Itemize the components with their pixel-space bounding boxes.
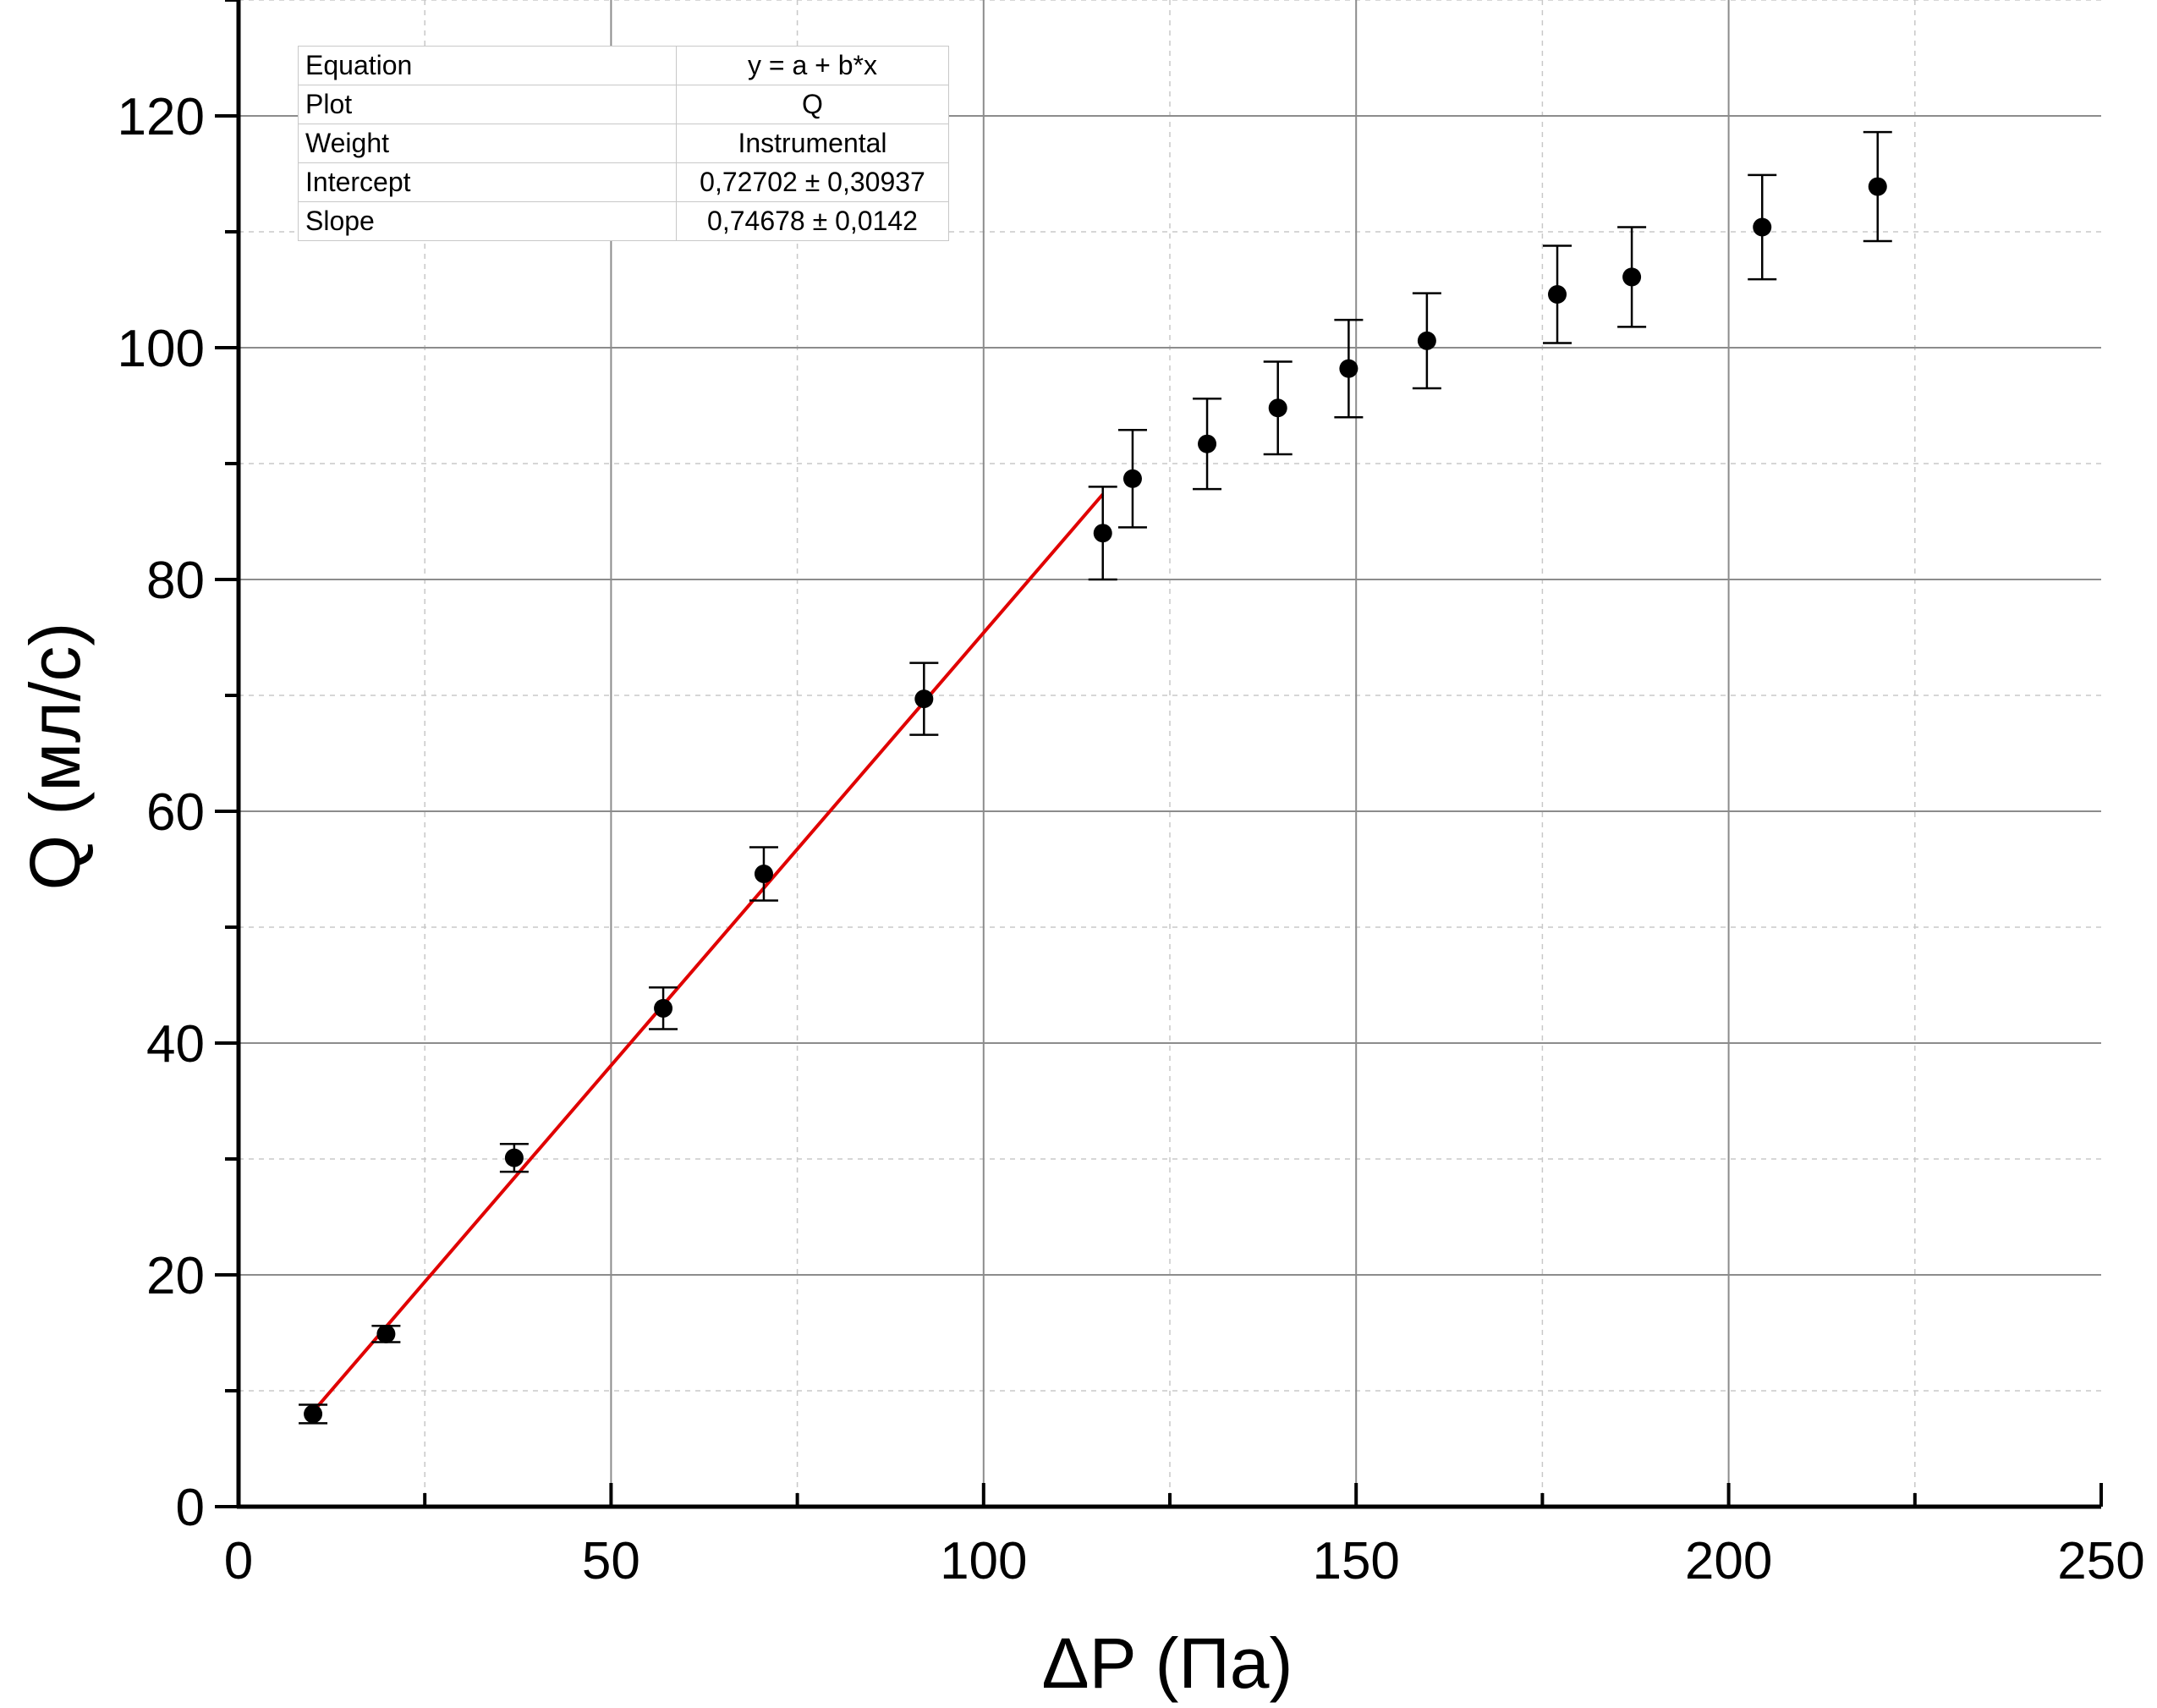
fit-table-value: 0,74678 ± 0,0142 [676, 201, 949, 241]
grid [239, 0, 2101, 1507]
data-point [1543, 244, 1572, 344]
data-point-marker [1339, 359, 1358, 378]
fit-table-row: Equation y = a + b*x [298, 46, 949, 85]
x-tick-label: 100 [940, 1532, 1027, 1590]
data-point-marker [1548, 284, 1567, 304]
data-point [1193, 398, 1222, 491]
y-tick-label: 80 [146, 552, 205, 610]
fit-table-key: Intercept [298, 162, 677, 202]
fit-table-key: Slope [298, 201, 677, 241]
data-point-marker [1622, 267, 1642, 287]
data-point [299, 1403, 328, 1425]
fit-table-value: y = a + b*x [676, 46, 949, 85]
data-point-marker [1868, 177, 1887, 196]
fit-table-row: Slope 0,74678 ± 0,0142 [298, 201, 949, 241]
fit-results-table: Equation y = a + b*x Plot Q Weight Instrument… [298, 46, 949, 241]
fit-line-layer [311, 492, 1105, 1414]
fit-table-value: 0,72702 ± 0,30937 [676, 162, 949, 202]
fit-table-row: Plot Q [298, 85, 949, 124]
x-tick-label: 0 [224, 1532, 253, 1590]
data-point-marker [1198, 434, 1217, 453]
data-point-marker [1417, 331, 1436, 350]
x-axis-title: ΔP (Па) [1042, 1623, 1293, 1703]
data-point [1748, 173, 1777, 281]
data-point [1334, 318, 1364, 419]
data-point-marker [376, 1324, 396, 1343]
fit-table-key: Equation [298, 46, 677, 85]
data-point [1263, 360, 1293, 456]
y-tick-label: 60 [146, 783, 205, 842]
data-point [749, 846, 778, 902]
fit-table-key: Plot [298, 85, 677, 124]
data-point [1088, 486, 1117, 581]
data-point-marker [1093, 524, 1112, 543]
y-tick-label: 0 [176, 1479, 205, 1537]
data-point [1863, 130, 1892, 243]
y-axis-title: Q (мл/с) [15, 623, 95, 891]
y-tick-label: 20 [146, 1247, 205, 1305]
data-point [1412, 292, 1441, 390]
data-point [1617, 226, 1647, 328]
fit-table-value: Instrumental [676, 124, 949, 163]
x-tick-label: 50 [582, 1532, 640, 1590]
data-point-marker [754, 864, 773, 883]
fit-table-row: Intercept 0,72702 ± 0,30937 [298, 162, 949, 202]
data-point-marker [1122, 469, 1142, 488]
x-tick-label: 150 [1312, 1532, 1399, 1590]
data-points [299, 130, 1892, 1425]
tick-labels: 0 50 100 150 200 250 0 20 40 60 80 100 120 [118, 88, 2145, 1590]
fit-table-key: Weight [298, 124, 677, 163]
fit-table-value: Q [676, 85, 949, 124]
y-tick-label: 100 [118, 320, 205, 378]
y-tick-label: 40 [146, 1015, 205, 1074]
y-tick-label: 120 [118, 88, 205, 146]
data-point-marker [504, 1148, 524, 1167]
x-tick-label: 250 [2057, 1532, 2144, 1590]
data-point [909, 662, 939, 736]
data-point [499, 1142, 529, 1173]
data-point [1117, 429, 1147, 529]
data-point [371, 1324, 401, 1343]
data-point [649, 986, 678, 1030]
data-point-marker [304, 1404, 323, 1424]
axes [215, 0, 2103, 1509]
x-tick-label: 200 [1685, 1532, 1772, 1590]
data-point-marker [1753, 217, 1772, 237]
fit-table-row: Weight Instrumental [298, 124, 949, 163]
data-point-marker [914, 689, 934, 709]
data-point-marker [654, 998, 673, 1018]
data-point-marker [1268, 398, 1287, 418]
linear-fit-line [311, 492, 1105, 1414]
